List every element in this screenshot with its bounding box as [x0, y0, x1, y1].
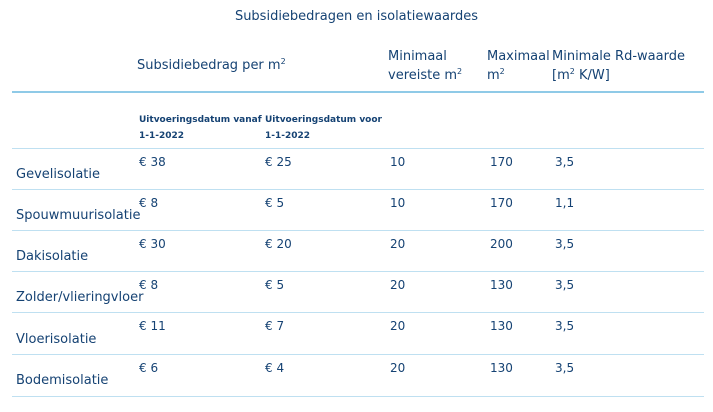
header-minimum-line2-text: vereiste m — [388, 68, 458, 83]
cell-subsidy-from: € 6 — [139, 361, 159, 375]
cell-subsidy-before: € 5 — [265, 196, 285, 210]
cell-minimum: 10 — [390, 155, 406, 169]
header-maximum-line2-text: m — [487, 68, 500, 83]
header-maximum: Maximaal m2 — [487, 47, 550, 85]
row-label: Vloerisolatie — [16, 332, 97, 347]
subheader-date-before-line1: Uitvoeringsdatum voor — [265, 115, 382, 125]
row-divider — [12, 354, 704, 355]
cell-rd-value: 3,5 — [555, 155, 575, 169]
header-maximum-line2: m2 — [487, 66, 550, 85]
header-maximum-sup: 2 — [499, 67, 505, 76]
header-rd-line2: [m2 K/W] — [552, 66, 685, 85]
cell-subsidy-from: € 8 — [139, 278, 159, 292]
cell-maximum: 170 — [490, 155, 513, 169]
cell-rd-value: 3,5 — [555, 361, 575, 375]
row-label: Dakisolatie — [16, 249, 89, 264]
subheader-date-from-line1: Uitvoeringsdatum vanaf — [139, 115, 262, 125]
header-subsidy-sup: 2 — [280, 57, 286, 66]
cell-subsidy-from: € 8 — [139, 196, 159, 210]
cell-maximum: 130 — [490, 319, 513, 333]
header-rd-line1: Minimale Rd-waarde — [552, 49, 685, 64]
row-divider — [12, 148, 704, 149]
row-divider — [12, 230, 704, 231]
cell-minimum: 20 — [390, 361, 406, 375]
header-minimum: Minimaal vereiste m2 — [388, 47, 462, 85]
table-caption: Subsidiebedragen en isolatiewaardes — [234, 9, 479, 24]
cell-rd-value: 3,5 — [555, 319, 575, 333]
cell-subsidy-before: € 25 — [265, 155, 292, 169]
cell-subsidy-from: € 11 — [139, 319, 166, 333]
cell-maximum: 130 — [490, 361, 513, 375]
cell-minimum: 20 — [390, 278, 406, 292]
row-label: Spouwmuurisolatie — [16, 208, 141, 223]
cell-maximum: 130 — [490, 278, 513, 292]
row-divider — [12, 312, 704, 313]
header-minimum-line1: Minimaal — [388, 49, 447, 64]
header-rd-line2-end: K/W] — [574, 68, 610, 83]
header-subsidy-text: Subsidiebedrag per m — [137, 58, 281, 73]
row-label: Gevelisolatie — [16, 167, 100, 182]
cell-subsidy-before: € 5 — [265, 278, 285, 292]
subheader-date-from-line2: 1-1-2022 — [139, 131, 185, 141]
cell-subsidy-from: € 38 — [139, 155, 166, 169]
row-divider — [12, 189, 704, 190]
cell-minimum: 20 — [390, 319, 406, 333]
header-rd-value: Minimale Rd-waarde [m2 K/W] — [552, 47, 685, 85]
header-subsidy: Subsidiebedrag per m2 — [137, 56, 286, 75]
cell-maximum: 200 — [490, 237, 513, 251]
cell-maximum: 170 — [490, 196, 513, 210]
cell-subsidy-before: € 7 — [265, 319, 285, 333]
header-maximum-line1: Maximaal — [487, 49, 550, 64]
row-divider — [12, 396, 704, 397]
cell-subsidy-from: € 30 — [139, 237, 166, 251]
cell-minimum: 10 — [390, 196, 406, 210]
subheader-date-before-line2: 1-1-2022 — [265, 131, 311, 141]
header-rd-sup: 2 — [569, 67, 575, 76]
subheader-date-from: Uitvoeringsdatum vanaf 1-1-2022 — [139, 112, 262, 144]
cell-minimum: 20 — [390, 237, 406, 251]
header-minimum-sup: 2 — [457, 67, 463, 76]
cell-rd-value: 1,1 — [555, 196, 575, 210]
header-divider — [12, 91, 704, 93]
row-label: Bodemisolatie — [16, 373, 109, 388]
cell-rd-value: 3,5 — [555, 278, 575, 292]
header-minimum-line2: vereiste m2 — [388, 66, 462, 85]
cell-subsidy-before: € 4 — [265, 361, 285, 375]
header-rd-line2-start: [m — [552, 68, 570, 83]
subheader-date-before: Uitvoeringsdatum voor 1-1-2022 — [265, 112, 382, 144]
cell-rd-value: 3,5 — [555, 237, 575, 251]
row-label: Zolder/vlieringvloer — [16, 290, 144, 305]
cell-subsidy-before: € 20 — [265, 237, 292, 251]
row-divider — [12, 271, 704, 272]
